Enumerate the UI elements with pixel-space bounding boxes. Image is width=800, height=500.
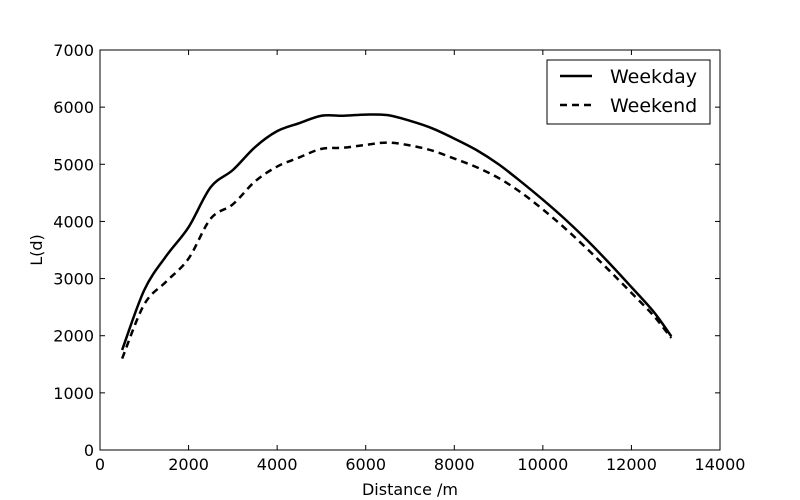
legend: Weekday Weekend <box>546 59 711 125</box>
x-tick-label: 4000 <box>257 455 298 474</box>
x-tick-label: 8000 <box>434 455 475 474</box>
x-tick-label: 2000 <box>168 455 209 474</box>
series-lines <box>120 113 673 360</box>
legend-weekday-label: Weekday <box>610 66 697 88</box>
y-tick-label: 7000 <box>53 41 94 60</box>
legend-box <box>546 59 711 125</box>
y-tick-label: 4000 <box>53 212 94 231</box>
x-axis-label: Distance /m <box>362 480 458 499</box>
x-tick-label: 14000 <box>695 455 746 474</box>
x-tick-label: 12000 <box>606 455 657 474</box>
x-tick-label: 0 <box>95 455 105 474</box>
plot-frame <box>99 49 721 451</box>
series-line-weekend <box>120 141 673 360</box>
y-axis-label: L(d) <box>27 234 46 266</box>
tick-labels: 0 2000 4000 6000 8000 10000 12000 14000 0 1000 200… <box>53 41 745 474</box>
x-tick-label: 6000 <box>345 455 386 474</box>
y-tick-label: 6000 <box>53 98 94 117</box>
y-tick-label: 2000 <box>53 327 94 346</box>
series-line-weekday <box>120 113 673 351</box>
y-tick-label: 5000 <box>53 155 94 174</box>
y-tick-label: 1000 <box>53 384 94 403</box>
x-tick-label: 10000 <box>517 455 568 474</box>
legend-weekend-label: Weekend <box>610 95 697 117</box>
y-tick-label: 3000 <box>53 270 94 289</box>
y-tick-label: 0 <box>84 441 94 460</box>
